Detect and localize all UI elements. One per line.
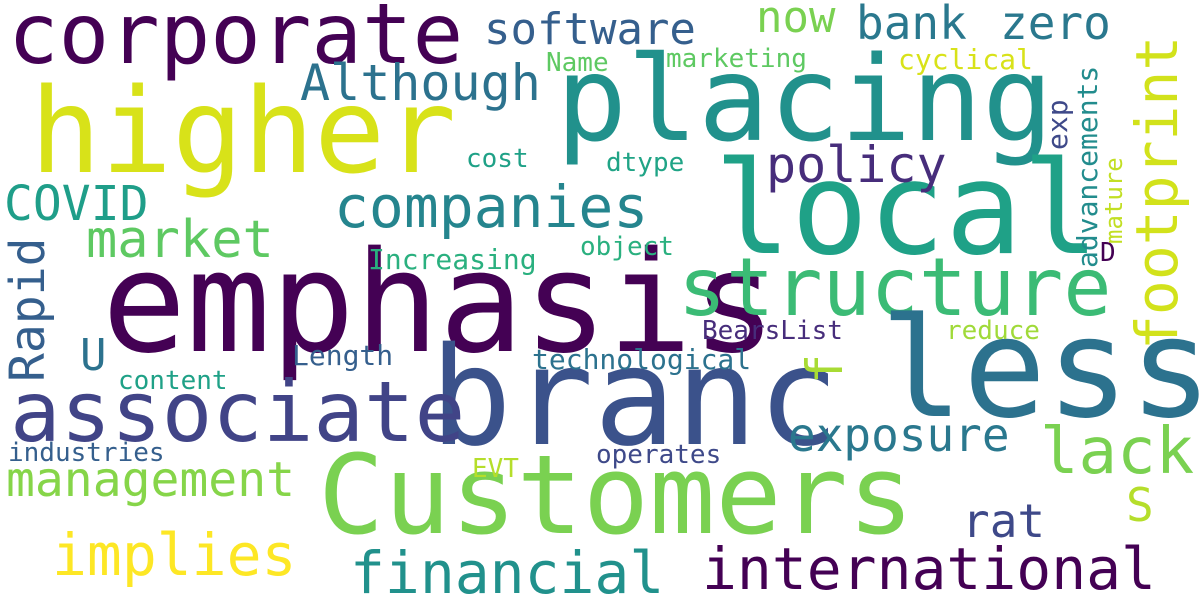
word-zero: zero [1000, 0, 1111, 50]
word-less: less [880, 288, 1200, 449]
word-evt: EVT [472, 454, 519, 484]
word-cyclical: cyclical [898, 43, 1033, 76]
word-d: D [1100, 238, 1116, 268]
word-s: S [1126, 478, 1154, 532]
word-increasing: Increasing [368, 243, 537, 276]
word-bearslist: BearsList [702, 316, 843, 346]
word-companies: companies [334, 173, 649, 241]
word-name: Name [546, 48, 609, 78]
word-mature: mature [1100, 157, 1128, 244]
word-financial: financial [350, 539, 665, 600]
word-operates: operates [596, 440, 722, 470]
word-content: content [118, 366, 228, 396]
word-dtype: dtype [606, 148, 685, 178]
word-covid: COVID [4, 176, 149, 232]
word-lack: lack [1040, 415, 1195, 489]
word-length: Length [292, 339, 394, 372]
word-reduce: reduce [946, 316, 1040, 346]
word-industries: industries [8, 438, 165, 468]
word-advancements: advancements [1071, 65, 1104, 268]
word-footprint: footprint [1123, 35, 1191, 350]
word-local: local [714, 135, 1100, 284]
word-technological: technological [532, 343, 752, 376]
word-rat: rat [962, 494, 1046, 548]
word-cost: cost [466, 144, 529, 174]
word-market: market [86, 210, 274, 270]
word-bank: bank [856, 0, 967, 50]
word-u: U [80, 330, 107, 381]
word-exp: exp [1041, 99, 1074, 150]
word-policy: policy [766, 136, 947, 194]
word-emphasis: emphasis [102, 222, 777, 385]
word-f: f [796, 353, 854, 384]
word-placing: placing [556, 30, 1054, 168]
word-customers: Customers [318, 431, 915, 559]
word-international: international [702, 535, 1156, 600]
word-marketing: marketing [666, 44, 807, 74]
word-now: now [756, 0, 836, 43]
word-object: object [580, 232, 674, 262]
word-structure: structure [678, 241, 1112, 334]
word-higher: higher [30, 62, 457, 200]
word-rapid: Rapid [0, 237, 56, 383]
word-although: Although [300, 54, 541, 112]
word-associate: associate [10, 363, 466, 461]
word-management: management [6, 452, 295, 508]
word-implies: implies [52, 521, 297, 589]
word-branc: branc [430, 319, 840, 477]
word-corporate: corporate [8, 0, 464, 83]
word-software: software [484, 4, 696, 55]
word-exposure: exposure [788, 408, 1010, 462]
